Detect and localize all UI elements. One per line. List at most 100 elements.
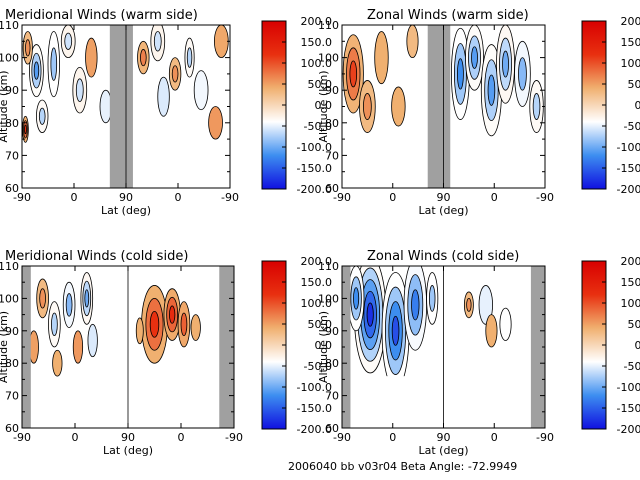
- y-tick-label: 100: [318, 52, 339, 65]
- no-data-gap: [427, 25, 451, 188]
- contour-blob: [374, 31, 389, 85]
- contour-level: [366, 302, 374, 327]
- y-tick-label: 80: [325, 357, 339, 370]
- colorbar-label: -200.0: [617, 183, 640, 196]
- contour-level: [190, 314, 201, 341]
- contour-blob: [406, 25, 419, 58]
- colorbar-label: 0.0: [635, 99, 640, 112]
- contour-blob: [354, 266, 387, 374]
- contour-blob: [22, 31, 33, 65]
- y-tick-label: 70: [5, 390, 19, 403]
- contour-level: [208, 106, 223, 140]
- contour-level: [502, 50, 509, 78]
- contour-level: [411, 289, 420, 321]
- contour-level: [487, 74, 496, 106]
- contour-level: [149, 310, 160, 338]
- contour-blob: [141, 285, 168, 364]
- x-tick-label: 90: [437, 431, 451, 444]
- x-tick-label: 0: [178, 431, 185, 444]
- contour-field: [342, 25, 545, 188]
- x-tick-label: 90: [119, 191, 133, 204]
- colorbar-label: 50.0: [628, 318, 640, 331]
- colorbar: 200.0 150.0 100.0 50.0 0.0 -50.0 -100.0 -150.0 -…: [581, 15, 640, 196]
- no-data-gap: [219, 266, 234, 428]
- no-data-gap: [342, 266, 351, 428]
- contour-level: [532, 93, 541, 120]
- contour-blob: [193, 70, 209, 111]
- panel-1: 60 70 80 90 100 110 -90 0 90 0 -90 Lat (deg) Altitud…: [0, 8, 332, 217]
- colorbar-label: -50.0: [624, 120, 640, 133]
- colorbar-label: 100.0: [621, 297, 640, 310]
- colorbar-label: -100.0: [297, 141, 332, 154]
- y-tick-label: 60: [5, 182, 19, 195]
- y-tick-label: 110: [318, 19, 339, 32]
- x-axis-label: Lat (deg): [101, 204, 151, 217]
- contour-blob: [22, 115, 29, 143]
- contour-level: [65, 293, 73, 317]
- contour-blob: [391, 86, 406, 127]
- contour-level: [50, 47, 58, 81]
- no-data-gap: [109, 25, 133, 188]
- colorbar-label: 200.0: [301, 15, 333, 28]
- contour-level: [478, 285, 493, 325]
- colorbar-label: -100.0: [617, 381, 640, 394]
- x-tick-label: 90: [121, 431, 135, 444]
- x-tick-label: -90: [225, 431, 243, 444]
- contour-blob: [47, 31, 60, 98]
- panel-title: Zonal Winds (cold side): [367, 249, 519, 264]
- contour-blob: [48, 301, 61, 348]
- y-axis-label: Altitude (km): [317, 70, 330, 142]
- y-tick-label: 70: [325, 390, 339, 403]
- contour-blob: [29, 44, 44, 98]
- colorbar-label: -150.0: [617, 402, 640, 415]
- x-tick-label: 0: [72, 431, 79, 444]
- contour-blob: [214, 25, 229, 58]
- y-tick-label: 60: [5, 422, 19, 435]
- contour-level: [406, 25, 419, 58]
- contour-blob: [150, 25, 166, 62]
- contour-level: [140, 49, 147, 67]
- y-axis-label: Altitude (km): [0, 70, 10, 142]
- contour-blob: [163, 288, 181, 341]
- colorbar: 200.0 150.0 100.0 50.0 0.0 -50.0 -100.0 -150.0 -…: [261, 255, 333, 436]
- contour-level: [485, 314, 498, 348]
- colorbar-label: 200.0: [621, 15, 640, 28]
- colorbar-label: 0.0: [315, 99, 333, 112]
- contour-blob: [85, 37, 98, 78]
- colorbar: 200.0 150.0 100.0 50.0 0.0 -50.0 -100.0 -150.0 -…: [261, 15, 333, 196]
- colorbar-label: 100.0: [621, 57, 640, 70]
- contour-blob: [208, 106, 223, 140]
- contour-level: [64, 32, 73, 50]
- x-tick-label: 0: [389, 431, 396, 444]
- contour-blob: [463, 291, 474, 319]
- contour-blob: [465, 25, 484, 91]
- colorbar-label: -100.0: [617, 141, 640, 154]
- y-tick-label: 60: [325, 182, 339, 195]
- contour-blob: [426, 272, 439, 325]
- contour-field: [22, 266, 234, 428]
- colorbar-label: 200.0: [621, 255, 640, 268]
- colorbar-label: -150.0: [617, 162, 640, 175]
- contour-field: [22, 25, 230, 188]
- contour-level: [391, 86, 406, 127]
- x-tick-label: -90: [221, 191, 239, 204]
- y-tick-label: 110: [318, 260, 339, 273]
- contour-level: [33, 61, 40, 80]
- colorbar-label: -50.0: [304, 360, 332, 373]
- contour-level: [471, 46, 478, 69]
- y-tick-label: 100: [0, 52, 19, 65]
- colorbar-label: -50.0: [624, 360, 640, 373]
- contour-blob: [87, 323, 98, 358]
- colorbar-label: 50.0: [308, 78, 333, 91]
- contour-blob: [184, 37, 195, 78]
- contour-level: [51, 312, 58, 337]
- colorbar-label: -150.0: [297, 402, 332, 415]
- x-axis-label: Lat (deg): [103, 444, 153, 457]
- colorbar-label: 200.0: [301, 255, 333, 268]
- colorbar-label: 50.0: [628, 78, 640, 91]
- x-tick-label: -90: [13, 191, 31, 204]
- contour-blob: [478, 285, 493, 325]
- contour-blob: [177, 301, 191, 348]
- y-tick-label: 80: [5, 117, 19, 130]
- contour-blob: [80, 272, 94, 325]
